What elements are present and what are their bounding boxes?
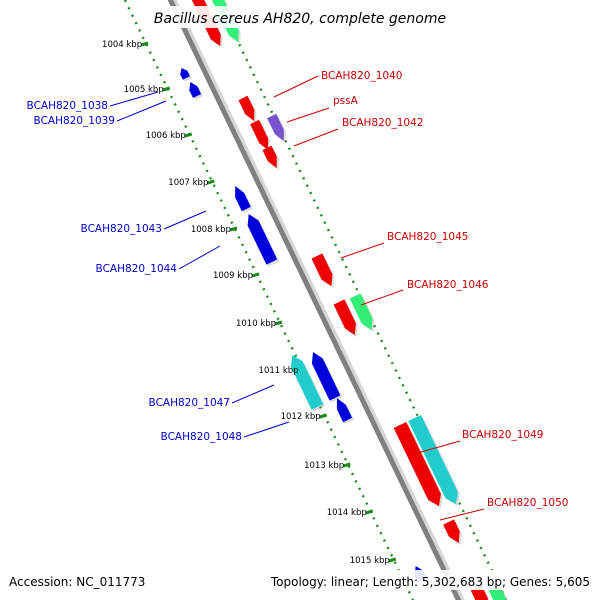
feature-body — [262, 145, 277, 168]
gene-label: BCAH820_1048 — [161, 431, 242, 443]
gene-label: BCAH820_1046 — [407, 279, 489, 291]
gene-label: BCAH820_1038 — [27, 100, 108, 112]
feature-body — [311, 253, 333, 286]
feature-body — [349, 293, 373, 330]
major-tick-mark — [319, 413, 328, 419]
gene-callout-line — [273, 75, 319, 98]
gene-label: BCAH820_1042 — [342, 117, 423, 129]
feature-arrow-1049-cyan — [408, 415, 460, 506]
kbp-tick-label: 1010 kbp — [236, 319, 276, 329]
kbp-tick-label: 1004 kbp — [102, 40, 142, 50]
footer-backdrop — [0, 570, 600, 590]
gene-label: BCAH820_1045 — [387, 231, 468, 243]
gene-label: BCAH820_1050 — [487, 497, 568, 509]
feature-arrow-1043 — [235, 186, 253, 214]
feature-arrow-1048 — [336, 398, 355, 425]
accession-label: Accession: NC_011773 — [9, 575, 145, 589]
feature-arrow-1040 — [238, 95, 257, 123]
gene-label: BCAH820_1039 — [34, 115, 115, 127]
genome-axis-line — [167, 0, 462, 600]
major-tick-mark — [274, 320, 283, 326]
gene-label: BCAH820_1043 — [81, 223, 162, 235]
kbp-tick-label: 1012 kbp — [281, 412, 321, 422]
genome-axis-layer — [167, 0, 465, 600]
feature-body — [336, 398, 353, 423]
feature-body — [267, 113, 284, 141]
kbp-tick-label: 1008 kbp — [191, 225, 231, 235]
feature-arrow-1042-a — [250, 119, 271, 152]
feature-body — [247, 214, 278, 265]
reverse-strand-dotted-track — [123, 0, 415, 600]
feature-arrow-1050 — [443, 519, 462, 545]
gene-label-layer: BCAH820_1040 pssA BCAH820_1042 BCAH820_1045… — [27, 70, 568, 521]
feature-arrow-1045 — [311, 253, 335, 288]
feature-body — [238, 95, 255, 121]
feature-body — [189, 82, 202, 98]
feature-arrow-1046-green — [349, 293, 375, 332]
feature-arrow-1038 — [180, 68, 192, 82]
gene-label: pssA — [333, 95, 359, 107]
gene-callout-line — [243, 421, 290, 438]
kbp-tick-label: 1011 kbp — [259, 366, 299, 376]
gene-callout-line — [109, 91, 159, 107]
title-backdrop — [155, 6, 445, 28]
gene-callout-line — [116, 100, 167, 122]
topology-summary: Topology: linear; Length: 5,302,683 bp; … — [270, 575, 590, 589]
gene-callout-line — [340, 242, 385, 259]
feature-arrow-1044 — [247, 214, 280, 267]
feature-body — [235, 186, 251, 212]
major-tick-mark — [140, 41, 149, 47]
feature-body — [250, 119, 269, 150]
feature-arrow-1042-b — [262, 145, 279, 170]
gene-callout-line — [439, 508, 485, 521]
feature-body — [290, 355, 324, 410]
major-tick-mark — [184, 132, 193, 138]
kbp-tick-label: 1009 kbp — [213, 271, 253, 281]
major-tick-mark — [162, 86, 171, 92]
feature-arrow-pssA — [267, 113, 286, 143]
feature-body — [393, 422, 441, 506]
major-tick-mark — [388, 557, 397, 563]
gene-callout-line — [360, 289, 404, 306]
gene-label: BCAH820_1047 — [149, 397, 230, 409]
major-tick-mark — [229, 226, 238, 232]
kbp-tick-label: 1007 kbp — [168, 178, 208, 188]
gene-label: BCAH820_1049 — [462, 429, 543, 441]
feature-arrow-1047-blue — [311, 352, 343, 403]
map-title: Bacillus cereus AH820, complete genome — [154, 11, 446, 27]
feature-body — [333, 299, 356, 335]
kbp-tick-label: 1015 kbp — [350, 556, 390, 566]
gene-callout-line — [163, 210, 207, 230]
major-tick-mark — [342, 462, 351, 468]
gene-callout-line — [231, 384, 275, 404]
feature-body — [443, 519, 460, 543]
feature-body — [408, 415, 458, 504]
major-tick-mark — [251, 272, 260, 278]
major-tick-mark — [206, 179, 215, 185]
kbp-tick-label: 1014 kbp — [327, 508, 367, 518]
feature-arrow-1046-red — [333, 299, 358, 337]
gene-callout-line — [293, 128, 339, 147]
feature-arrow-1049-red — [393, 422, 443, 508]
feature-body — [311, 352, 341, 401]
kbp-tick-label: 1006 kbp — [146, 131, 186, 141]
kbp-tick-label: 1013 kbp — [304, 461, 344, 471]
dotted-track-layer — [123, 0, 508, 600]
feature-body — [180, 68, 190, 80]
major-tick-mark — [365, 509, 374, 515]
gene-callout-line — [178, 245, 221, 270]
gene-callout-line — [413, 440, 461, 455]
tick-label-layer: 1004 kbp 1005 kbp 1006 kbp 1007 kbp 1008 kbp… — [102, 40, 390, 566]
feature-arrow-1039 — [189, 82, 204, 100]
feature-arrow-1047-cyan — [290, 355, 326, 412]
gene-callout-line — [286, 107, 330, 123]
gene-label: BCAH820_1044 — [96, 263, 178, 275]
kbp-tick-label: 1005 kbp — [124, 85, 164, 95]
gene-label: BCAH820_1040 — [321, 70, 402, 82]
